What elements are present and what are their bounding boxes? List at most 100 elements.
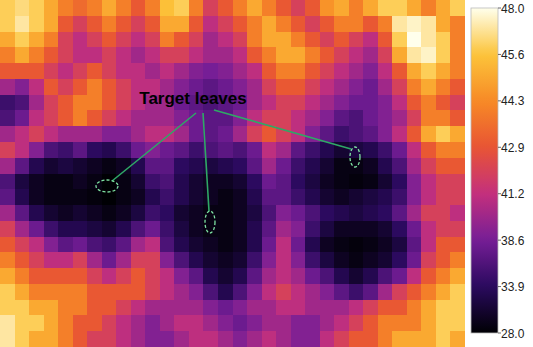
heat-cell [305, 284, 320, 300]
heat-cell [436, 47, 451, 63]
heat-cell [247, 16, 262, 32]
heat-cell [73, 300, 88, 316]
heat-cell [174, 174, 189, 190]
heat-cell [58, 110, 73, 126]
heat-cell [262, 16, 277, 32]
heat-cell [349, 205, 364, 221]
heat-cell [189, 126, 204, 142]
heat-cell [450, 63, 465, 79]
heat-cell [189, 0, 204, 16]
heat-cell [131, 47, 146, 63]
heat-cell [189, 205, 204, 221]
heat-cell [262, 79, 277, 95]
heat-cell [262, 331, 277, 347]
heat-cell [218, 284, 233, 300]
heat-cell [160, 221, 175, 237]
heat-cell [15, 174, 30, 190]
heat-cell [276, 315, 291, 331]
heat-cell [378, 32, 393, 48]
heat-cell [160, 268, 175, 284]
heat-cell [44, 268, 59, 284]
heat-cell [87, 300, 102, 316]
heat-cell [58, 284, 73, 300]
heat-cell [44, 205, 59, 221]
heat-cell [436, 110, 451, 126]
target-ellipse [205, 211, 215, 233]
heat-cell [203, 300, 218, 316]
heat-cell [276, 237, 291, 253]
heat-cell [363, 110, 378, 126]
heat-cell [392, 158, 407, 174]
heat-cell [291, 268, 306, 284]
heat-cell [160, 0, 175, 16]
heat-cell [436, 0, 451, 16]
heat-cell [407, 0, 422, 16]
heat-cell [189, 16, 204, 32]
heat-cell [87, 252, 102, 268]
heat-cell [174, 16, 189, 32]
heat-cell [145, 252, 160, 268]
heat-cell [334, 32, 349, 48]
heat-cell [189, 252, 204, 268]
heat-cell [160, 174, 175, 190]
heat-cell [58, 252, 73, 268]
heat-cell [145, 268, 160, 284]
heat-cell [73, 63, 88, 79]
heat-cell [378, 142, 393, 158]
heat-cell [392, 63, 407, 79]
heat-cell [131, 126, 146, 142]
heat-cell [29, 221, 44, 237]
heat-cell [392, 268, 407, 284]
heat-cell [58, 16, 73, 32]
heat-cell [291, 189, 306, 205]
heat-cell [44, 284, 59, 300]
heat-cell [349, 221, 364, 237]
heat-cell [15, 268, 30, 284]
heat-cell [73, 95, 88, 111]
heat-cell [203, 237, 218, 253]
heat-cell [29, 0, 44, 16]
heat-cell [305, 237, 320, 253]
heat-cell [436, 16, 451, 32]
heat-cell [73, 32, 88, 48]
heat-cell [262, 95, 277, 111]
heat-cell [44, 47, 59, 63]
heat-cell [247, 110, 262, 126]
heat-cell [436, 252, 451, 268]
heat-cell [305, 205, 320, 221]
heat-cell [102, 95, 117, 111]
heat-cell [247, 142, 262, 158]
heat-cell [15, 63, 30, 79]
heat-cell [450, 110, 465, 126]
heat-cell [203, 221, 218, 237]
heat-cell [58, 189, 73, 205]
heat-cell [320, 79, 335, 95]
heat-cell [363, 284, 378, 300]
heat-cell [291, 32, 306, 48]
heat-cell [247, 95, 262, 111]
heat-cell [102, 63, 117, 79]
heat-cell [44, 221, 59, 237]
heat-cell [392, 47, 407, 63]
heat-cell [363, 252, 378, 268]
heat-cell [378, 189, 393, 205]
heat-cell [392, 0, 407, 16]
heat-cell [145, 47, 160, 63]
heat-cell [247, 63, 262, 79]
heat-cell [378, 63, 393, 79]
heat-cell [160, 205, 175, 221]
heat-cell [15, 142, 30, 158]
colorbar-label: 48.0 [501, 2, 525, 16]
heat-cell [421, 237, 436, 253]
heat-cell [363, 268, 378, 284]
heat-cell [0, 237, 15, 253]
heat-cell [247, 0, 262, 16]
heat-cell [291, 158, 306, 174]
heat-cell [450, 300, 465, 316]
heat-cell [218, 205, 233, 221]
heat-cell [15, 110, 30, 126]
heat-cell [0, 174, 15, 190]
heat-cell [44, 79, 59, 95]
heat-cell [320, 331, 335, 347]
heat-cell [0, 268, 15, 284]
